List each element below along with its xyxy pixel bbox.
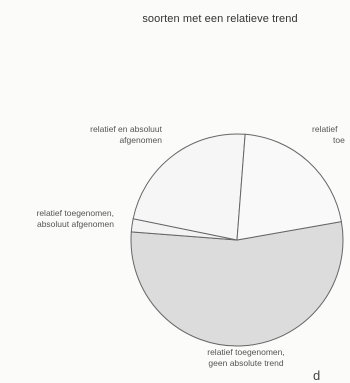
label-relatief-en-absoluut-afgenomen: relatief en absoluut afgenomen: [66, 124, 162, 146]
corner-glyph: d: [313, 368, 321, 383]
chart-title: soorten met een relatieve trend: [142, 13, 298, 25]
label-relatief-toegenomen-geen-absolute-trend: relatief toegenomen, geen absolute trend: [189, 347, 303, 369]
pie-slice: [132, 133, 246, 241]
label-line: absoluut afgenomen: [36, 219, 114, 229]
label-line: relatief: [312, 124, 338, 134]
label-line: relatief toegenomen,: [207, 347, 285, 357]
label-relatief-toe: relatief toe: [312, 124, 350, 146]
label-line: afgenomen: [119, 135, 162, 145]
label-line: relatief en absoluut: [90, 124, 162, 134]
label-line: toe: [333, 135, 345, 145]
label-line: relatief toegenomen,: [36, 208, 115, 218]
pie-slice: [236, 133, 342, 241]
label-relatief-toegenomen-absoluut-afgenomen: relatief toegenomen, absoluut afgenomen: [4, 208, 115, 230]
pie-slice: [130, 221, 344, 347]
label-line: geen absolute trend: [208, 358, 284, 368]
